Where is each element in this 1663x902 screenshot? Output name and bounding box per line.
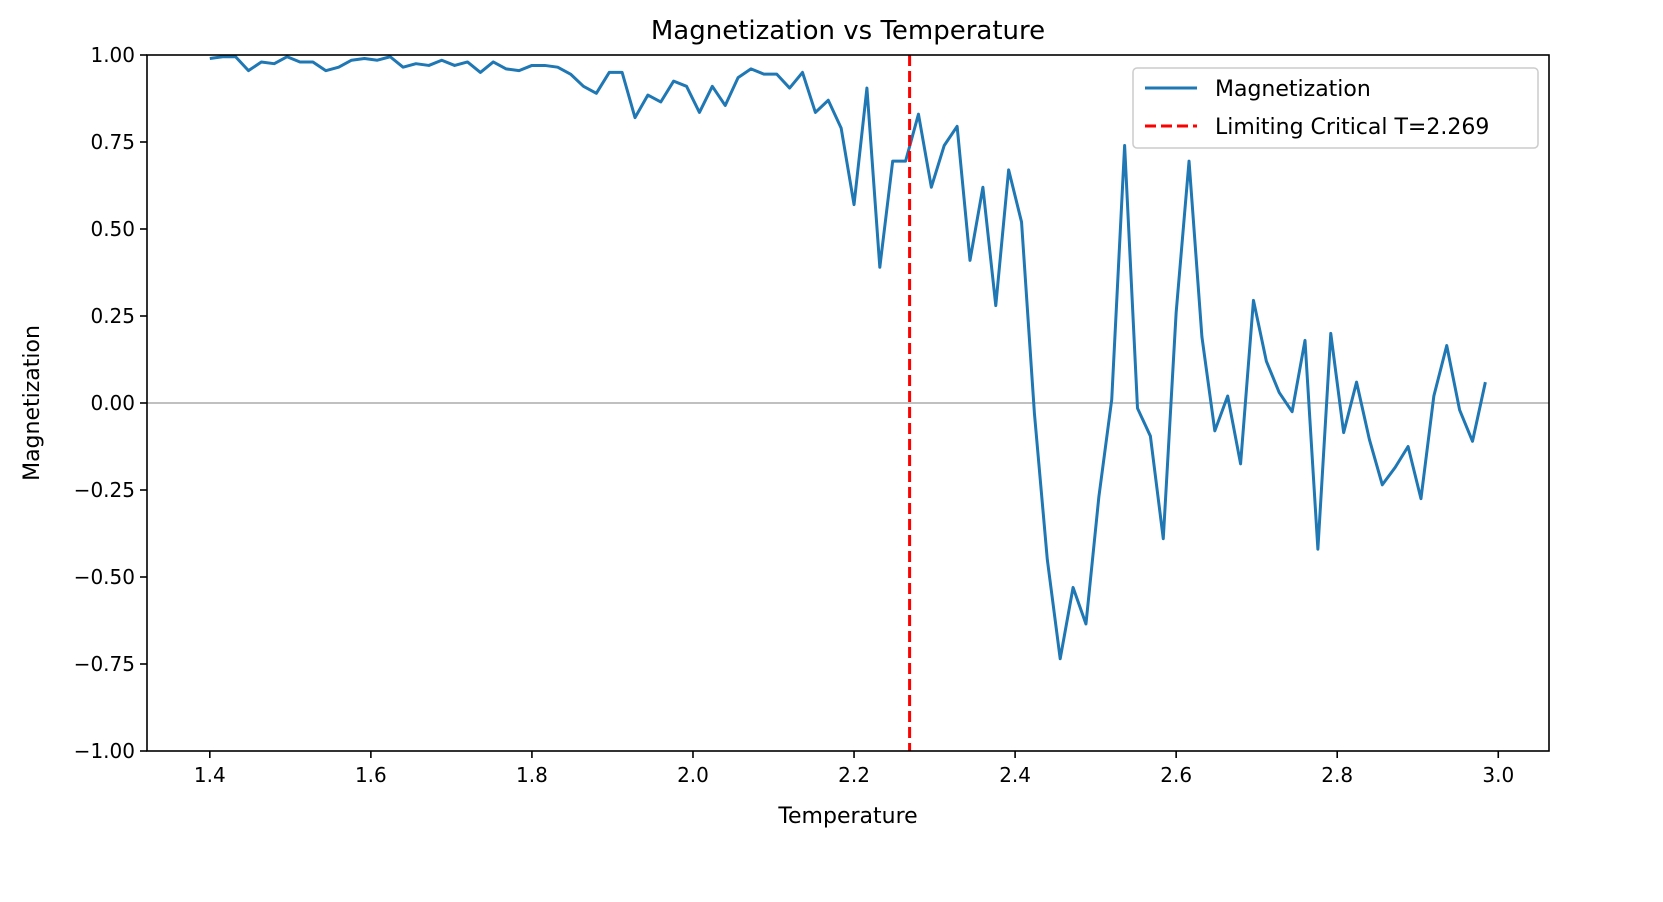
y-tick-label: −0.75	[74, 652, 135, 676]
x-tick-label: 3.0	[1482, 763, 1514, 787]
x-tick-label: 2.0	[677, 763, 709, 787]
y-tick-label: −1.00	[74, 739, 135, 763]
x-tick-label: 2.2	[838, 763, 870, 787]
legend: Magnetization Limiting Critical T=2.269	[1132, 67, 1539, 149]
y-tick-label: 1.00	[90, 43, 135, 67]
y-tick-label: 0.25	[90, 304, 135, 328]
x-tick-label: 1.8	[516, 763, 548, 787]
legend-label-magnetization: Magnetization	[1215, 77, 1371, 102]
plot-area: 1.4 1.6 1.8 2.0 2.2 2.4 2.6 2.8 3.0 −1.00 −0.75 −0.…	[74, 43, 1550, 787]
legend-frame	[1132, 67, 1539, 149]
chart-title: Magnetization vs Temperature	[651, 16, 1045, 46]
x-axis-label: Temperature	[777, 804, 917, 829]
y-tick-label: 0.00	[90, 391, 135, 415]
y-tick-label: −0.50	[74, 565, 135, 589]
series-line-magnetization	[209, 55, 1487, 661]
x-tick-label: 2.8	[1321, 763, 1353, 787]
y-tick-label: 0.75	[90, 130, 135, 154]
x-tick-label: 2.6	[1160, 763, 1192, 787]
legend-label-critical-t: Limiting Critical T=2.269	[1215, 115, 1489, 140]
y-tick-label: 0.50	[90, 217, 135, 241]
x-tick-label: 1.4	[194, 763, 226, 787]
y-tick-label: −0.25	[74, 478, 135, 502]
x-tick-label: 1.6	[355, 763, 387, 787]
y-axis-label: Magnetization	[20, 325, 45, 481]
x-tick-label: 2.4	[999, 763, 1031, 787]
